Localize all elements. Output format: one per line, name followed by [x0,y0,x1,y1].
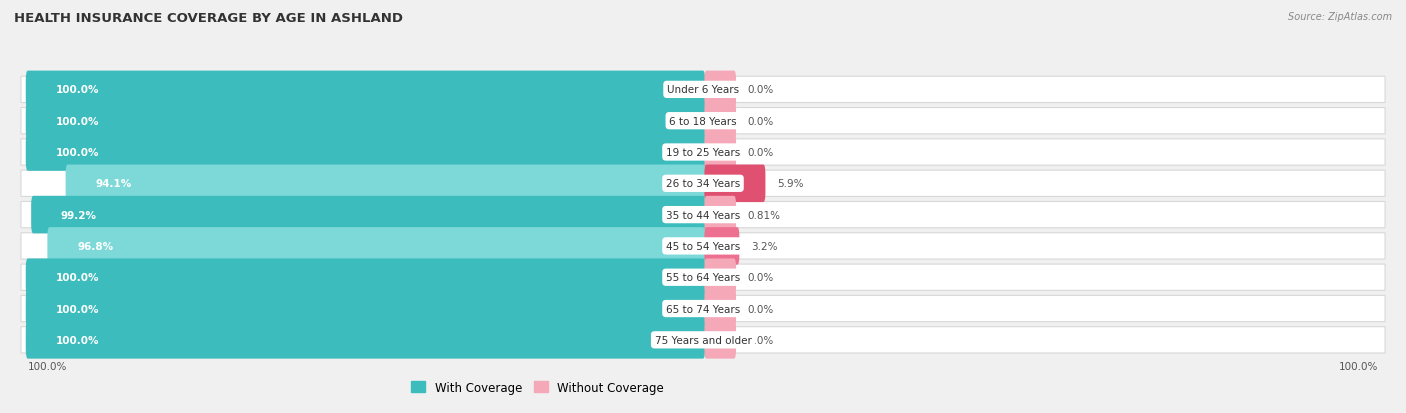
FancyBboxPatch shape [25,134,704,171]
Text: 96.8%: 96.8% [77,241,112,251]
Text: 100.0%: 100.0% [55,335,98,345]
Text: 0.0%: 0.0% [748,85,775,95]
Text: 100.0%: 100.0% [55,147,98,158]
FancyBboxPatch shape [25,290,704,328]
Text: 0.0%: 0.0% [748,335,775,345]
FancyBboxPatch shape [25,259,704,296]
FancyBboxPatch shape [704,259,737,296]
Text: 100.0%: 100.0% [28,361,67,371]
FancyBboxPatch shape [21,233,1385,259]
Text: 100.0%: 100.0% [1339,361,1378,371]
FancyBboxPatch shape [704,321,737,359]
FancyBboxPatch shape [25,321,704,359]
Text: 65 to 74 Years: 65 to 74 Years [666,304,740,314]
FancyBboxPatch shape [21,140,1385,166]
FancyBboxPatch shape [21,327,1385,353]
FancyBboxPatch shape [25,103,704,140]
FancyBboxPatch shape [21,77,1385,103]
FancyBboxPatch shape [704,134,737,171]
FancyBboxPatch shape [21,264,1385,291]
FancyBboxPatch shape [21,296,1385,322]
FancyBboxPatch shape [704,165,765,203]
Text: 100.0%: 100.0% [55,304,98,314]
Text: 5.9%: 5.9% [778,179,804,189]
FancyBboxPatch shape [31,196,704,234]
FancyBboxPatch shape [704,71,737,109]
Text: 35 to 44 Years: 35 to 44 Years [666,210,740,220]
FancyBboxPatch shape [21,108,1385,135]
Text: 100.0%: 100.0% [55,273,98,282]
Text: 99.2%: 99.2% [60,210,97,220]
Text: Under 6 Years: Under 6 Years [666,85,740,95]
Text: 100.0%: 100.0% [55,116,98,126]
Text: 0.0%: 0.0% [748,116,775,126]
Text: 45 to 54 Years: 45 to 54 Years [666,241,740,251]
FancyBboxPatch shape [704,290,737,328]
Text: 75 Years and older: 75 Years and older [655,335,751,345]
Text: 0.0%: 0.0% [748,147,775,158]
Text: 0.0%: 0.0% [748,273,775,282]
FancyBboxPatch shape [21,202,1385,228]
Legend: With Coverage, Without Coverage: With Coverage, Without Coverage [406,376,669,399]
FancyBboxPatch shape [704,103,737,140]
Text: Source: ZipAtlas.com: Source: ZipAtlas.com [1288,12,1392,22]
FancyBboxPatch shape [704,196,737,234]
FancyBboxPatch shape [66,165,704,203]
Text: 6 to 18 Years: 6 to 18 Years [669,116,737,126]
FancyBboxPatch shape [25,71,704,109]
FancyBboxPatch shape [48,228,704,265]
Text: 19 to 25 Years: 19 to 25 Years [666,147,740,158]
FancyBboxPatch shape [704,228,740,265]
Text: 100.0%: 100.0% [55,85,98,95]
Text: 0.81%: 0.81% [748,210,780,220]
Text: 94.1%: 94.1% [96,179,132,189]
FancyBboxPatch shape [21,171,1385,197]
Text: 3.2%: 3.2% [751,241,778,251]
Text: HEALTH INSURANCE COVERAGE BY AGE IN ASHLAND: HEALTH INSURANCE COVERAGE BY AGE IN ASHL… [14,12,404,25]
Text: 0.0%: 0.0% [748,304,775,314]
Text: 26 to 34 Years: 26 to 34 Years [666,179,740,189]
Text: 55 to 64 Years: 55 to 64 Years [666,273,740,282]
